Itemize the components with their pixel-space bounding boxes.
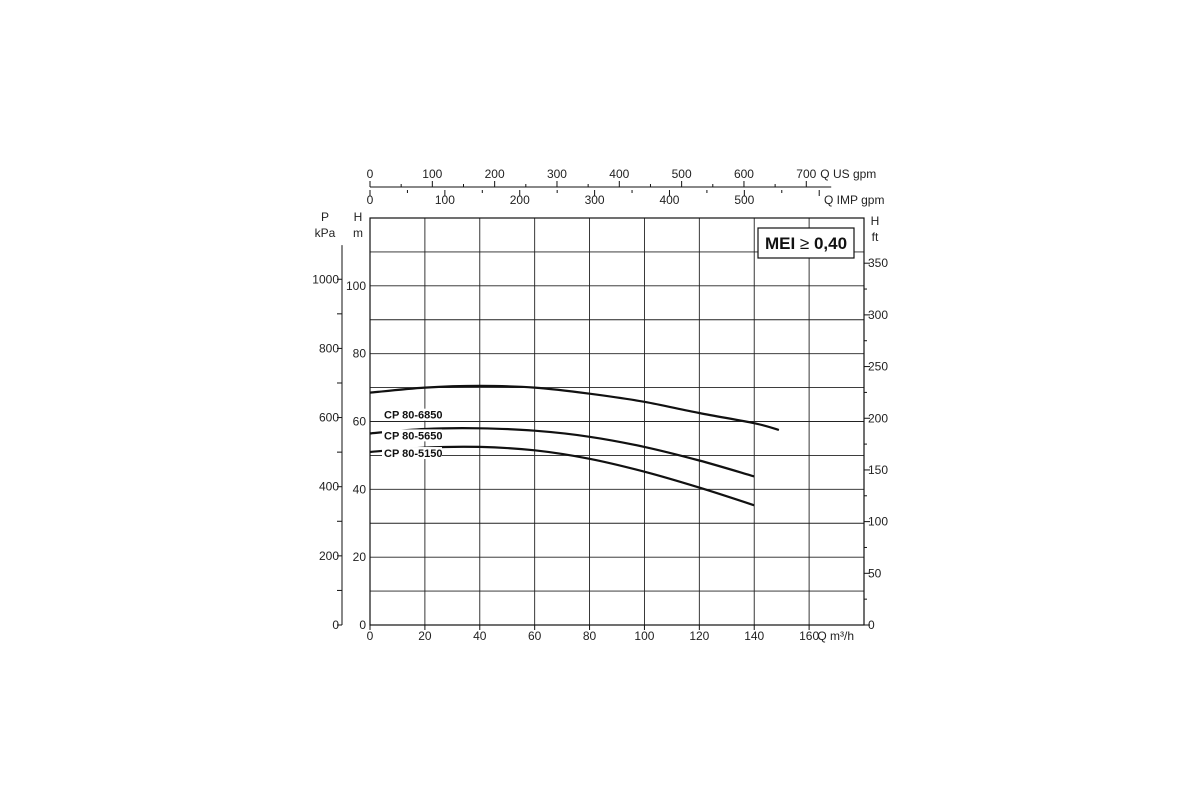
head-m-axis-title: H bbox=[354, 210, 363, 224]
us-gpm-axis-label: Q US gpm bbox=[820, 167, 876, 181]
curve-label: CP 80-6850 bbox=[384, 410, 443, 422]
pressure-tick-label: 600 bbox=[319, 411, 339, 425]
imp-gpm-tick-label: 500 bbox=[734, 193, 754, 207]
imp-gpm-tick-label: 0 bbox=[367, 193, 374, 207]
curve-label: CP 80-5650 bbox=[384, 430, 443, 442]
head-m-axis-unit: m bbox=[353, 226, 363, 240]
us-gpm-tick-label: 300 bbox=[547, 167, 567, 181]
head-ft-tick-label: 150 bbox=[868, 463, 888, 477]
curve-label-background bbox=[382, 447, 442, 460]
head-ft-tick-label: 50 bbox=[868, 566, 882, 580]
us-gpm-tick-label: 0 bbox=[367, 167, 374, 181]
x-tick-label: 40 bbox=[473, 629, 487, 643]
us-gpm-tick-label: 700 bbox=[796, 167, 816, 181]
head-ft-tick-label: 100 bbox=[868, 515, 888, 529]
us-gpm-tick-label: 500 bbox=[672, 167, 692, 181]
head-ft-tick-label: 200 bbox=[868, 411, 888, 425]
head-m-tick-label: 60 bbox=[353, 415, 367, 429]
head-m-tick-label: 80 bbox=[353, 347, 367, 361]
x-tick-label: 100 bbox=[634, 629, 654, 643]
pressure-tick-label: 0 bbox=[332, 618, 339, 632]
mei-prefix: MEI bbox=[765, 234, 800, 253]
x-tick-label: 80 bbox=[583, 629, 597, 643]
x-tick-label: 0 bbox=[367, 629, 374, 643]
head-ft-axis-unit: ft bbox=[872, 230, 879, 244]
pressure-tick-label: 1000 bbox=[312, 272, 339, 286]
pressure-axis-title: P bbox=[321, 210, 329, 224]
x-tick-label: 20 bbox=[418, 629, 432, 643]
pressure-tick-label: 800 bbox=[319, 341, 339, 355]
imp-gpm-tick-label: 300 bbox=[585, 193, 605, 207]
head-ft-tick-label: 300 bbox=[868, 308, 888, 322]
us-gpm-tick-label: 600 bbox=[734, 167, 754, 181]
pressure-tick-label: 200 bbox=[319, 549, 339, 563]
labels: CP 80-6850 CP 80-5650 CP 80-5150 MEI ≥ 0,40 bbox=[382, 227, 855, 460]
mei-annotation: MEI ≥ 0,40 bbox=[765, 234, 847, 253]
imp-gpm-tick-label: 400 bbox=[659, 193, 679, 207]
head-ft-tick-label: 250 bbox=[868, 360, 888, 374]
head-m-tick-label: 100 bbox=[346, 279, 366, 293]
imp-gpm-tick-label: 100 bbox=[435, 193, 455, 207]
head-ft-axis-title: H bbox=[871, 214, 880, 228]
curve-label-background bbox=[382, 429, 442, 442]
us-gpm-tick-label: 200 bbox=[485, 167, 505, 181]
grid bbox=[369, 217, 865, 626]
curve-cp-80-6850 bbox=[369, 384, 780, 432]
head-m-tick-label: 0 bbox=[359, 618, 366, 632]
curve-cp-80-5650 bbox=[369, 427, 755, 478]
plot-frame bbox=[369, 217, 865, 626]
pressure-axis-unit: kPa bbox=[315, 226, 336, 240]
imp-gpm-axis-label: Q IMP gpm bbox=[824, 193, 884, 207]
pressure-tick-label: 400 bbox=[319, 480, 339, 494]
head-ft-tick-label: 350 bbox=[868, 256, 888, 270]
imp-gpm-tick-label: 200 bbox=[510, 193, 530, 207]
head-ft-tick-label: 0 bbox=[868, 618, 875, 632]
curve-label-background bbox=[382, 408, 442, 421]
x-tick-label: 160 bbox=[799, 629, 819, 643]
mei-symbol: ≥ bbox=[800, 234, 809, 253]
mei-value: 0,40 bbox=[809, 234, 847, 253]
x-tick-label: 140 bbox=[744, 629, 764, 643]
us-gpm-tick-label: 100 bbox=[422, 167, 442, 181]
x-tick-label: 60 bbox=[528, 629, 542, 643]
x-axis-label: Q m³/h bbox=[817, 629, 854, 643]
x-tick-label: 120 bbox=[689, 629, 709, 643]
mei-annotation-box bbox=[757, 227, 855, 259]
head-m-tick-label: 20 bbox=[353, 550, 367, 564]
head-m-tick-label: 40 bbox=[353, 482, 367, 496]
curves bbox=[369, 384, 780, 507]
us-gpm-tick-label: 400 bbox=[609, 167, 629, 181]
curve-label: CP 80-5150 bbox=[384, 448, 443, 460]
